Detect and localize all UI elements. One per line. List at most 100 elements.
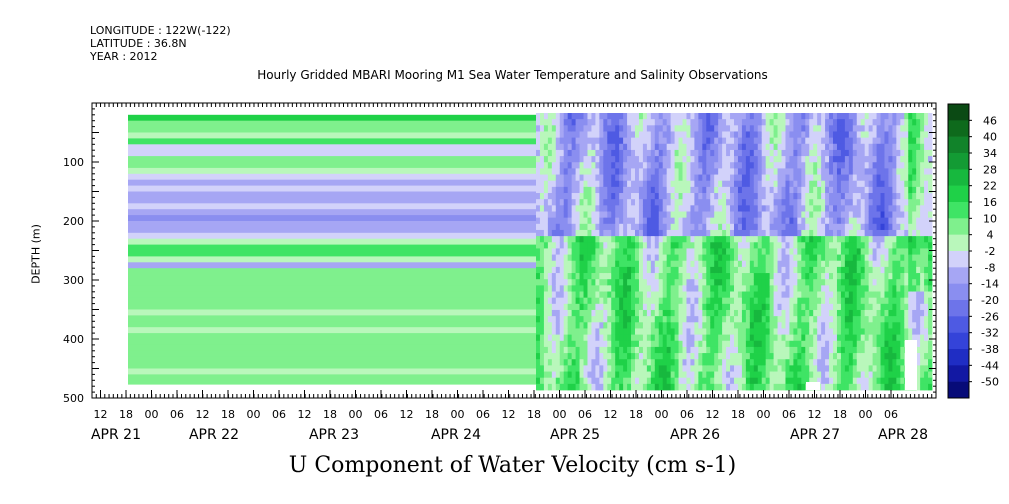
x-tick-label: 18 [629, 408, 643, 421]
heatmap-cell [904, 229, 909, 237]
heatmap-cell [916, 273, 921, 280]
heatmap-cell [646, 113, 652, 120]
heatmap-cell [539, 303, 545, 311]
heatmap-cell [801, 285, 806, 292]
heatmap-cell [635, 285, 640, 292]
heatmap-cell [678, 113, 683, 120]
heatmap-cell [809, 211, 814, 219]
heatmap-cell [658, 131, 664, 139]
heatmap-cell [710, 137, 715, 145]
heatmap-cell [773, 143, 778, 151]
heatmap-cell [698, 205, 703, 212]
heatmap-cell [761, 328, 767, 335]
heatmap-cell [860, 279, 866, 286]
heatmap-cell [714, 260, 719, 268]
heatmap-cell [884, 340, 889, 348]
heatmap-cell [769, 162, 774, 169]
heatmap-cell [797, 242, 802, 249]
heatmap-cell [809, 186, 814, 194]
heatmap-cell [785, 322, 790, 329]
x-tick-label: 06 [374, 408, 388, 421]
heatmap-cell [579, 303, 584, 311]
heatmap-cell [635, 346, 640, 354]
heatmap-cell [726, 316, 731, 323]
heatmap-cell [654, 162, 660, 169]
heatmap-cell [726, 125, 731, 132]
heatmap-cell [607, 186, 612, 194]
heatmap-cell [896, 340, 901, 348]
heatmap-cell [623, 186, 628, 194]
heatmap-cell [880, 285, 885, 292]
heatmap-cell [603, 229, 608, 237]
heatmap-cell [864, 273, 870, 280]
heatmap-cell [785, 205, 790, 212]
heatmap-cell [734, 186, 739, 194]
heatmap-cell [753, 383, 759, 391]
heatmap-cell [753, 346, 759, 354]
heatmap-cell [575, 359, 580, 366]
heatmap-cell [575, 266, 580, 274]
heatmap-cell [829, 285, 834, 292]
heatmap-cell [777, 254, 782, 262]
heatmap-cell [607, 119, 612, 126]
heatmap-cell [670, 334, 675, 342]
heatmap-cell [627, 353, 632, 360]
heatmap-cell [749, 316, 755, 323]
heatmap-cell [638, 254, 644, 262]
heatmap-cell [928, 242, 933, 249]
heatmap-cell [710, 328, 715, 335]
heatmap-cell [765, 273, 771, 280]
heatmap-cell [785, 285, 790, 292]
heatmap-cell [575, 137, 580, 145]
heatmap-cell [848, 285, 854, 292]
heatmap-cell [631, 254, 636, 262]
heatmap-cell [536, 223, 541, 231]
heatmap-cell [674, 383, 679, 391]
heatmap-cell [587, 131, 592, 139]
heatmap-cell [579, 273, 584, 280]
heatmap-cell [753, 223, 759, 231]
heatmap-cell [852, 217, 858, 225]
heatmap-cell [825, 316, 830, 323]
heatmap-cell [924, 156, 929, 163]
heatmap-cell [536, 285, 541, 292]
heatmap-cell [714, 137, 719, 145]
heatmap-cell [805, 168, 810, 175]
heatmap-cell [595, 149, 600, 157]
heatmap-cell [888, 303, 893, 311]
heatmap-cell [745, 248, 751, 255]
heatmap-cell [916, 328, 921, 335]
heatmap-cell [559, 340, 565, 348]
heatmap-cell [635, 186, 640, 194]
heatmap-cell [536, 168, 541, 175]
heatmap-cell [555, 217, 561, 225]
heatmap-cell [734, 174, 739, 182]
heatmap-cell [920, 156, 925, 163]
heatmap-cell [623, 162, 628, 169]
heatmap-cell [836, 211, 842, 219]
heatmap-cell [789, 346, 794, 354]
heatmap-cell [595, 279, 600, 286]
heatmap-cell [860, 223, 866, 231]
heatmap-cell [666, 377, 672, 385]
heatmap-cell [757, 193, 763, 200]
heatmap-cell [896, 168, 901, 175]
heatmap-cell [627, 328, 632, 335]
heatmap-cell [619, 186, 624, 194]
heatmap-cell [896, 297, 901, 305]
heatmap-cell [559, 316, 565, 323]
heatmap-cell [789, 359, 794, 366]
heatmap-cell [741, 316, 747, 323]
heatmap-cell [868, 328, 873, 335]
heatmap-cell [773, 273, 778, 280]
heatmap-cell [884, 353, 889, 360]
heatmap-cell [805, 322, 810, 329]
heatmap-cell [741, 365, 747, 372]
heatmap-cell [128, 285, 536, 293]
heatmap-cell [797, 143, 802, 151]
heatmap-cell [650, 316, 656, 323]
heatmap-cell [872, 113, 877, 120]
heatmap-cell [662, 328, 668, 335]
heatmap-cell [916, 309, 921, 317]
heatmap-cell [635, 260, 640, 268]
